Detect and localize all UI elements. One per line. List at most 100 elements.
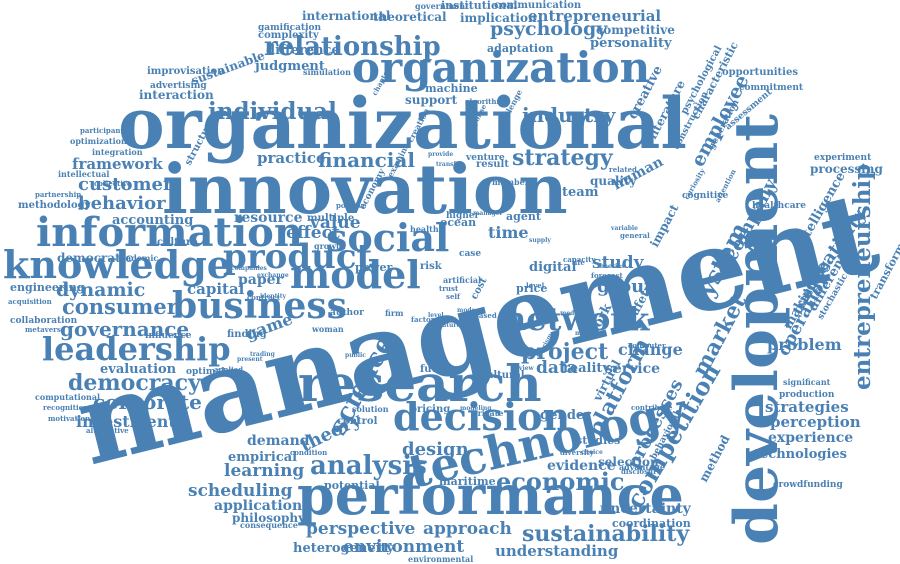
word: communication [494,0,582,11]
word: participant [80,126,124,135]
word: acquisition [8,297,52,306]
word: future [420,364,455,375]
word: media [560,310,581,317]
word: result [476,159,509,170]
word: exchange [257,272,289,279]
word: computer [628,341,666,350]
word: entrepreneurship [849,164,876,390]
word: methodology [18,200,92,211]
word: choice [581,449,603,456]
word: healthcare [752,201,806,211]
word: collective [94,179,132,188]
word: transfer [436,161,464,168]
word: processing [810,162,883,176]
word: problem [767,335,842,354]
word: engineering [10,281,85,294]
word: difference [266,43,340,58]
word: theories [597,263,625,270]
word: control [337,416,378,427]
word: intellectual [58,169,109,179]
word: resource [234,210,303,226]
word: academic [116,253,158,263]
word: level [428,312,444,319]
word: firm [385,308,404,318]
word: modern [512,349,539,356]
word: review [512,365,535,372]
word: model [290,252,421,297]
word: related [609,165,637,174]
word: risk [420,261,443,272]
word: perspective [306,519,415,539]
word: companies [231,265,268,272]
word: technologies [754,447,847,462]
word: disclosure [621,467,662,476]
word: accounting [112,213,193,228]
word: coordination [612,517,691,530]
word: competitive [596,23,675,37]
word: power [355,261,392,274]
word: industry [522,103,617,127]
word: empirical [228,450,297,465]
word: supply [529,237,551,244]
word: simulation [303,67,351,77]
word: provide [428,151,453,158]
word: individual [208,98,337,125]
word: environmental [408,554,473,564]
word: gender [540,408,591,423]
word: computational [35,392,100,402]
word: algorithm [465,97,504,106]
word: mode [457,307,476,314]
word: metaverse [25,325,66,334]
word: interaction [139,88,214,102]
word: experiment [814,153,872,163]
word: alternative [86,426,129,435]
word: production [779,390,835,400]
word: variable [610,225,638,232]
word: general [620,231,650,240]
word: capital [187,280,245,298]
word: evaluation [100,362,177,377]
word: condition [290,448,327,457]
word: member [492,177,530,187]
word: author [330,308,364,318]
word: crowdfunding [773,480,843,490]
word: present [237,356,263,363]
word: health [410,224,439,234]
word: optimization [70,136,127,146]
word: public [345,352,366,359]
word: solution [352,404,389,414]
word: capacity [563,255,596,264]
word: pricing [410,404,450,415]
word: maritime [439,475,496,488]
word: support [405,93,458,107]
word: strategies [765,398,849,416]
word: culture [157,237,198,248]
word: potential [324,479,380,492]
word: consequence [240,520,298,530]
word: studies [576,434,620,447]
word: mental [575,330,599,337]
word: theoretical [373,10,447,24]
word: gamification [258,23,322,33]
word: based [474,311,497,320]
word: integration [92,147,143,157]
word: woman [311,324,344,334]
word: contribute [631,403,673,412]
word: agent [506,210,542,223]
word: positive [336,201,367,210]
word: significant [783,377,831,387]
word: optimal [186,367,225,377]
word: machine [425,82,478,95]
word: higher [446,211,480,221]
word: implication [460,11,537,25]
word: design [402,439,469,460]
word: experience [768,430,853,446]
word: commitment [739,83,804,93]
word: effect [286,223,340,243]
word: time [488,223,529,242]
word: approach [423,519,512,539]
word: behavior [78,193,166,214]
word: practice [257,149,326,167]
word: adaptation [487,42,553,55]
